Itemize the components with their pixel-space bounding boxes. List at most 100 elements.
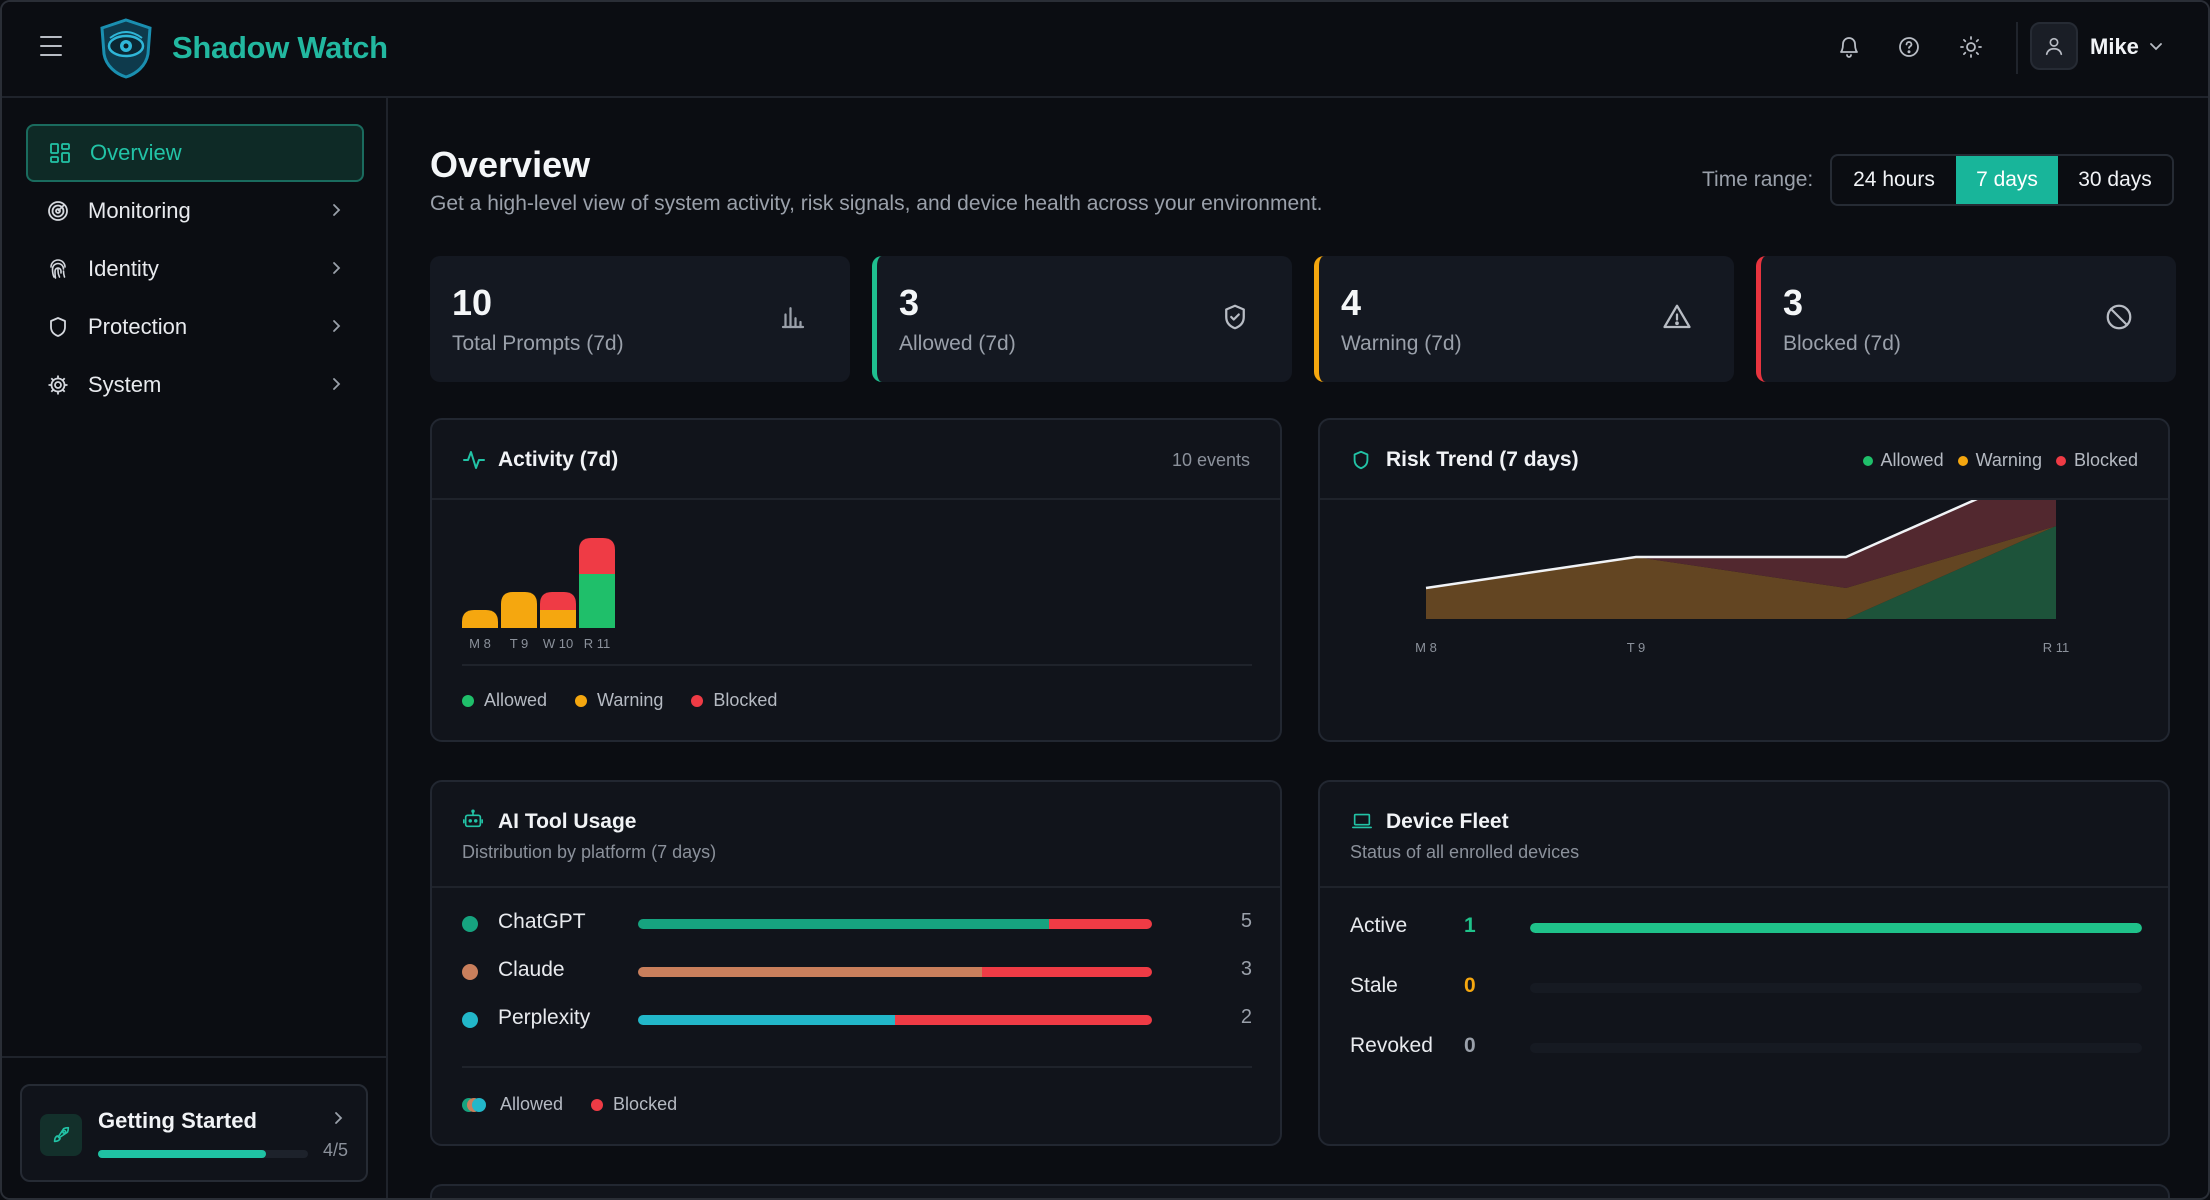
getting-started-progress (98, 1150, 308, 1158)
time-range-30d[interactable]: 30 days (2078, 168, 2152, 191)
legend-dot-allowed (462, 694, 474, 707)
card-subtitle: Status of all enrolled devices (1350, 842, 1580, 862)
activity-bar-warning (540, 610, 576, 628)
progress-fill (98, 1150, 266, 1158)
legend-label: Blocked (713, 690, 778, 710)
device-status-bar (1530, 1043, 2142, 1053)
ai-tool-usage-card: AI Tool Usage Distribution by platform (… (430, 780, 1282, 1146)
risk-x-tick: R 11 (2043, 640, 2070, 655)
sidebar-item-label: Protection (88, 314, 188, 339)
bar-blocked-segment (1049, 919, 1152, 929)
theme-sun-icon[interactable] (1956, 32, 1986, 62)
brand-name: Shadow Watch (172, 30, 388, 65)
chevron-right-icon (335, 1112, 343, 1124)
tool-row-perplexity: Perplexity 2 (462, 1002, 1252, 1036)
time-range-24h[interactable]: 24 hours (1853, 168, 1935, 191)
robot-icon (463, 809, 483, 828)
rocket-icon (40, 1114, 82, 1156)
stat-label: Warning (7d) (1341, 332, 1462, 355)
activity-x-tick: W 10 (543, 636, 573, 651)
sidebar-item-label: Overview (90, 140, 182, 165)
stat-card-allowed: 3 Allowed (7d) (872, 256, 1292, 382)
legend-dot-allowed (1862, 455, 1873, 466)
chevron-down-icon[interactable] (2148, 38, 2164, 54)
shadow-watch-logo (100, 18, 152, 79)
main-content: Overview Get a high-level view of system… (390, 98, 2208, 1198)
page-title: Overview (430, 144, 591, 185)
time-range-selector: 24 hours 7 days 30 days (1830, 154, 2174, 206)
device-status-count: 1 (1464, 914, 1476, 937)
card-subtitle: Distribution by platform (7 days) (462, 842, 717, 862)
tool-color-dot (462, 1012, 478, 1028)
activity-bar-warning (501, 592, 537, 628)
tool-row-chatgpt: ChatGPT 5 (462, 906, 1252, 940)
divider (462, 664, 1252, 666)
notification-bell-icon[interactable] (1834, 32, 1864, 62)
card-title: Risk Trend (7 days) (1386, 448, 1579, 471)
chevron-right-icon (333, 204, 341, 216)
user-name[interactable]: Mike (2090, 34, 2139, 59)
stat-label: Blocked (7d) (1783, 332, 1901, 355)
card-title: Activity (7d) (498, 448, 619, 471)
bar-blocked-segment (982, 967, 1152, 977)
time-range-label: Time range: (1702, 168, 1814, 191)
sidebar-item-system[interactable]: System (26, 356, 364, 414)
device-status-count: 0 (1464, 974, 1476, 997)
legend-dot-warning (575, 694, 588, 707)
user-avatar[interactable] (2030, 22, 2078, 70)
device-status-count: 0 (1464, 1034, 1476, 1057)
legend-dot-blocked (591, 1098, 604, 1111)
activity-x-tick: M 8 (469, 636, 491, 651)
device-row-active: Active 1 (1350, 910, 2170, 944)
menu-icon[interactable] (40, 36, 62, 56)
shield-icon (1353, 450, 1369, 470)
help-icon[interactable] (1894, 32, 1924, 62)
legend-label: Blocked (613, 1094, 678, 1114)
stat-card-blocked: 3 Blocked (7d) (1756, 256, 2176, 382)
bar-allowed-segment (638, 1015, 895, 1025)
getting-started-card[interactable]: Getting Started 4/5 (20, 1084, 368, 1182)
activity-bar-chart: M 8 T 9 W 10 R 11 (462, 538, 615, 651)
next-section-card (430, 1184, 2170, 1198)
events-count: 10 events (1171, 450, 1250, 470)
divider (462, 1066, 1252, 1068)
chevron-right-icon (333, 378, 341, 390)
sidebar-item-label: Identity (88, 256, 159, 281)
device-row-revoked: Revoked 0 (1350, 1030, 2170, 1064)
stat-value: 4 (1341, 282, 1362, 323)
sidebar-item-protection[interactable]: Protection (26, 298, 364, 356)
top-bar: Shadow Watch Mike (2, 2, 2208, 98)
grid-icon (50, 143, 70, 163)
warning-triangle-icon (1663, 304, 1691, 329)
card-header: AI Tool Usage Distribution by platform (… (432, 782, 1280, 888)
device-status-label: Stale (1350, 974, 1398, 997)
activity-legend: Allowed Warning Blocked (462, 690, 805, 711)
card-title: AI Tool Usage (498, 810, 637, 833)
card-header: Device Fleet Status of all enrolled devi… (1320, 782, 2168, 888)
card-title: Device Fleet (1386, 810, 1509, 833)
time-range-7d[interactable]: 7 days (1956, 156, 2058, 204)
device-status-label: Active (1350, 914, 1408, 937)
activity-x-tick: R 11 (584, 636, 611, 651)
bar-chart-icon (781, 307, 805, 329)
legend-label: Allowed (484, 690, 548, 710)
sidebar-item-overview[interactable]: Overview (26, 124, 364, 182)
laptop-icon (1352, 813, 1372, 829)
risk-area-blocked (1426, 500, 2056, 588)
header-divider (2016, 22, 2018, 74)
legend-label: Warning (597, 690, 664, 710)
page-subtitle: Get a high-level view of system activity… (430, 192, 1323, 215)
risk-total-line (1425, 500, 1978, 590)
stat-card-warning: 4 Warning (7d) (1314, 256, 1734, 382)
sidebar-divider (2, 1056, 386, 1058)
tool-count: 2 (1240, 1006, 1252, 1028)
legend-dot-warning (1957, 455, 1968, 466)
getting-started-title: Getting Started (98, 1108, 257, 1133)
legend-dot-blocked (2055, 455, 2066, 466)
sidebar-item-identity[interactable]: Identity (26, 240, 364, 298)
tool-name: ChatGPT (498, 910, 586, 933)
sidebar-item-monitoring[interactable]: Monitoring (26, 182, 364, 240)
tool-count: 5 (1240, 910, 1252, 932)
getting-started-count: 4/5 (322, 1140, 348, 1160)
